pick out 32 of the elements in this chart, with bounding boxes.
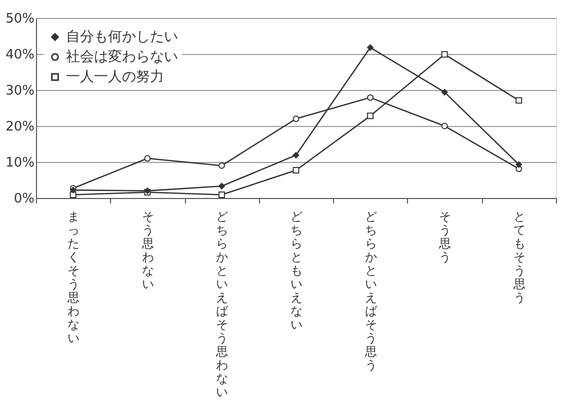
x-tick-label: そう思わない [140,210,154,291]
point [516,97,522,104]
point [441,51,448,58]
point [292,152,300,158]
point [441,88,448,96]
point [218,192,225,198]
legend-label: 一人一人の努力 [66,69,164,85]
point [292,116,300,122]
category-label: どちらかといえばそう思わない [216,210,228,399]
point [218,162,225,169]
legend-label: 自分も何かしたい [66,29,178,45]
point [144,155,151,162]
point [367,112,374,120]
category-label: どちらかといえばそう思う [364,210,377,372]
point [218,182,225,190]
point [441,122,448,130]
y-tick-label: 50% [6,12,34,26]
y-tick-label: 0% [14,192,34,206]
y-tick-label: 20% [6,120,34,134]
x-tick-label: そう思う [438,210,452,264]
y-tick-label: 10% [6,156,34,170]
point [70,192,76,198]
point [367,44,374,51]
point [516,161,522,168]
y-tick-label: 40% [6,48,34,62]
x-tick-label: とてもそう思う [512,210,526,304]
point [367,94,374,101]
legend-label: 社会は変わらない [66,49,178,65]
point [292,167,300,174]
category-label: まったくそう思わない [68,210,80,345]
category-label: どちらともいえない [290,210,302,332]
y-tick-label: 30% [6,84,34,98]
